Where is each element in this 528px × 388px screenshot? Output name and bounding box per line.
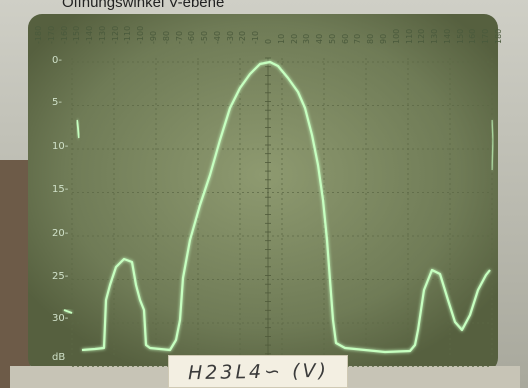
x-tick-label: 120 [417, 28, 427, 44]
grid-center-ticks [265, 57, 271, 355]
x-tick-label: 10 [276, 33, 286, 44]
x-tick-label: 110 [404, 28, 414, 44]
x-tick-label: -120 [110, 25, 120, 44]
y-tick-label: 20- [52, 228, 69, 239]
trace-fragment-right [491, 119, 494, 171]
screen-area [28, 14, 498, 372]
x-tick-label: -140 [85, 25, 95, 44]
x-tick-label: 90 [379, 33, 388, 44]
x-tick-label: 170 [481, 28, 491, 44]
x-tick-label: 140 [442, 28, 452, 44]
y-tick-label: 15- [52, 184, 69, 195]
x-tick-label: -80 [161, 30, 171, 44]
x-tick-label: -110 [123, 25, 133, 44]
x-tick-label: -20 [238, 30, 248, 44]
y-tick-label: 10- [52, 141, 69, 152]
x-tick-label: -60 [187, 30, 197, 44]
x-tick-label: 100 [391, 28, 401, 44]
x-tick-label: 130 [430, 28, 440, 44]
x-tick-label: 180 [494, 28, 503, 44]
x-tick-label: 80 [366, 33, 376, 44]
y-tick-label: dB [52, 352, 66, 363]
x-tick-label: 160 [468, 28, 478, 44]
y-tick-label: 25- [52, 271, 69, 282]
x-tick-label: 0 [264, 38, 273, 44]
x-tick-label: -70 [174, 30, 184, 44]
y-tick-label: 0- [52, 55, 62, 66]
x-tick-label: 30 [302, 33, 312, 44]
x-tick-label: -50 [200, 30, 210, 44]
y-tick-label: 5- [52, 97, 62, 108]
label-sticker: H23L4∽ (V) [168, 355, 348, 388]
x-tick-label: -40 [212, 30, 222, 44]
x-tick-label: -150 [72, 25, 82, 44]
x-tick-label: 50 [327, 33, 337, 44]
grid [71, 58, 493, 367]
x-tick-label: -30 [225, 30, 235, 44]
sticker-text: H23L4∽ (V) [187, 359, 329, 384]
x-tick-label: -130 [97, 25, 107, 44]
radiation-pattern-trace [81, 60, 491, 354]
x-tick-label: 150 [455, 28, 465, 44]
x-tick-label: -90 [149, 30, 158, 44]
x-tick-label: 70 [353, 33, 363, 44]
caption: Öffnungswinkel V-ebene [62, 0, 225, 11]
x-tick-label: -180 [34, 25, 43, 44]
left-frame-dark [0, 160, 30, 388]
trace-fragment-left-low [63, 309, 73, 314]
x-tick-label: -10 [251, 30, 261, 44]
x-tick-label: 40 [315, 33, 325, 44]
trace-fragment-left [76, 119, 80, 139]
x-tick-label: 20 [289, 33, 299, 44]
y-tick-label: 30- [52, 313, 69, 324]
x-tick-label: -100 [136, 25, 146, 44]
x-tick-label: -160 [59, 25, 69, 44]
x-tick-label: -170 [46, 25, 56, 44]
x-tick-label: 60 [340, 33, 350, 44]
